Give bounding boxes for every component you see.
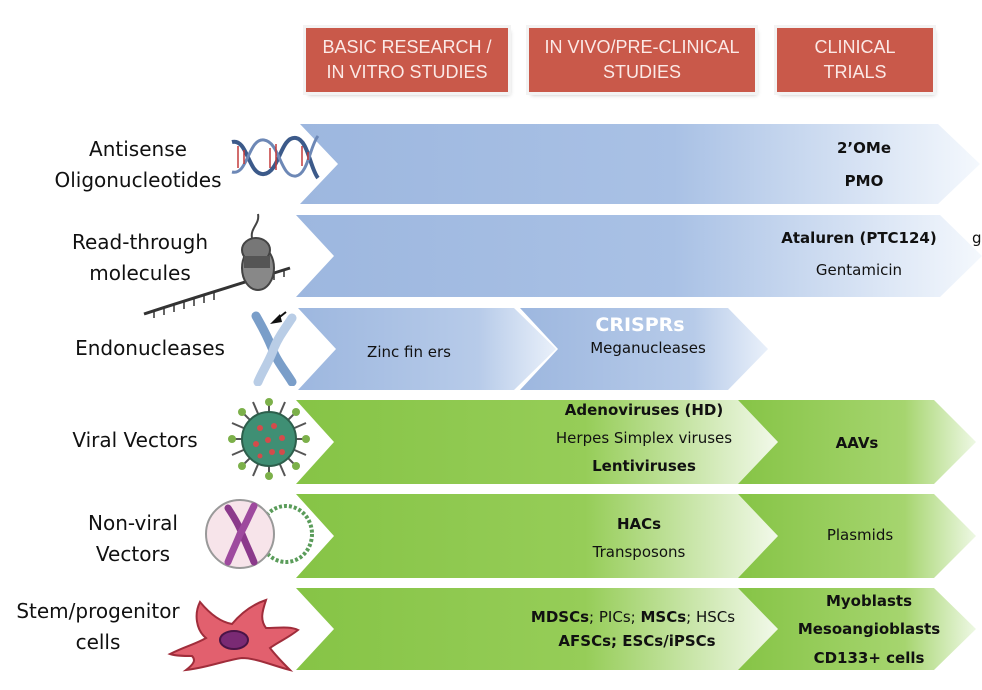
band-viral-preclinical xyxy=(296,400,778,484)
cell-chromosome-plasmid-icon xyxy=(205,499,314,569)
item-lentiviruses: Lentiviruses xyxy=(592,457,696,475)
item-ataluren: Ataluren (PTC124) xyxy=(781,229,937,247)
stem-items-line2: AFSCs; ESCs/iPSCs xyxy=(558,632,715,650)
item-aavs: AAVs xyxy=(835,434,879,452)
phase-header-clinical-trials: CLINICAL TRIALS xyxy=(777,28,933,92)
item-afscs: AFSCs xyxy=(558,632,612,650)
row-label-line: Antisense xyxy=(89,137,187,161)
separator: ; xyxy=(589,608,599,626)
row-label-endonucleases: Endonucleases xyxy=(0,333,300,364)
item-hacs: HACs xyxy=(616,515,662,533)
band-viral-clinical xyxy=(738,400,976,484)
row-label-line: Oligonucleotides xyxy=(54,168,222,192)
item-2ome: 2’OMe xyxy=(837,139,891,157)
band-stem-clinical xyxy=(738,588,976,670)
phase-line: CLINICAL xyxy=(814,37,896,57)
band-endonucleases-2 xyxy=(520,308,768,390)
cropped-edge-text: g xyxy=(972,229,982,247)
phase-line: TRIALS xyxy=(823,62,887,82)
row-label-line: Read-through xyxy=(71,230,209,254)
row-label-nonviral: Non-viral Vectors xyxy=(0,508,266,570)
item-hscs: HSCs xyxy=(695,608,736,626)
stem-items-line1: MDSCs; PICs; MSCs; HSCs xyxy=(531,608,735,626)
separator: ; xyxy=(630,608,641,626)
row-label-line: Viral Vectors xyxy=(72,428,198,452)
band-nonviral-preclinical xyxy=(296,494,778,578)
row-label-readthrough: Read-through molecules xyxy=(0,227,280,289)
phase-line: IN VIVO/PRE-CLINICAL xyxy=(544,37,740,57)
stem-cell-icon xyxy=(167,598,300,672)
row-label-stem: Stem/progenitor cells xyxy=(0,596,196,658)
item-gentamicin: Gentamicin xyxy=(815,261,903,279)
item-transposons: Transposons xyxy=(592,543,686,561)
item-escs-ipscs: ESCs/iPSCs xyxy=(622,632,716,650)
phase-line: STUDIES xyxy=(602,62,681,82)
row-label-line: Vectors xyxy=(95,542,171,566)
band-readthrough xyxy=(296,215,982,297)
phase-line: BASIC RESEARCH / xyxy=(322,37,492,57)
item-herpes: Herpes Simplex viruses xyxy=(555,429,733,447)
row-label-viral: Viral Vectors xyxy=(0,425,270,456)
item-myoblasts: Myoblasts xyxy=(825,592,913,610)
ribosome-mrna-icon xyxy=(143,213,291,318)
separator: ; xyxy=(611,632,623,650)
item-zinc-fingers: Zinc fin ers xyxy=(367,343,451,361)
band-stem-preclinical xyxy=(296,588,778,670)
item-crispr: CRISPRs xyxy=(595,314,685,336)
phase-header-basic-research: BASIC RESEARCH / IN VITRO STUDIES xyxy=(306,28,508,92)
item-plasmids: Plasmids xyxy=(826,526,894,544)
item-meganucleases: Meganucleases xyxy=(590,339,706,357)
chromosome-scissors-icon xyxy=(251,311,297,386)
row-label-antisense: Antisense Oligonucleotides xyxy=(0,134,280,196)
phase-header-in-vivo: IN VIVO/PRE-CLINICAL STUDIES xyxy=(529,28,755,92)
item-cd133-cells: CD133+ cells xyxy=(813,649,925,667)
separator: ; xyxy=(686,608,696,626)
virus-icon xyxy=(228,398,310,480)
row-label-line: Stem/progenitor xyxy=(16,599,180,623)
item-mdscs: MDSCs xyxy=(530,608,590,626)
item-pmo: PMO xyxy=(844,172,884,190)
row-label-line: cells xyxy=(75,630,121,654)
item-adenoviruses: Adenoviruses (HD) xyxy=(564,401,724,419)
item-pics: PICs xyxy=(598,608,631,626)
item-mscs: MSCs xyxy=(640,608,687,626)
row-label-line: Endonucleases xyxy=(75,336,225,360)
band-antisense xyxy=(300,124,980,204)
phase-line: IN VITRO STUDIES xyxy=(326,62,488,82)
row-label-line: molecules xyxy=(89,261,191,285)
band-endonucleases-1 xyxy=(298,308,556,390)
dna-helix-icon xyxy=(231,135,320,180)
item-mesoangioblasts: Mesoangioblasts xyxy=(797,620,941,638)
band-nonviral-clinical xyxy=(738,494,976,578)
row-label-line: Non-viral xyxy=(88,511,178,535)
